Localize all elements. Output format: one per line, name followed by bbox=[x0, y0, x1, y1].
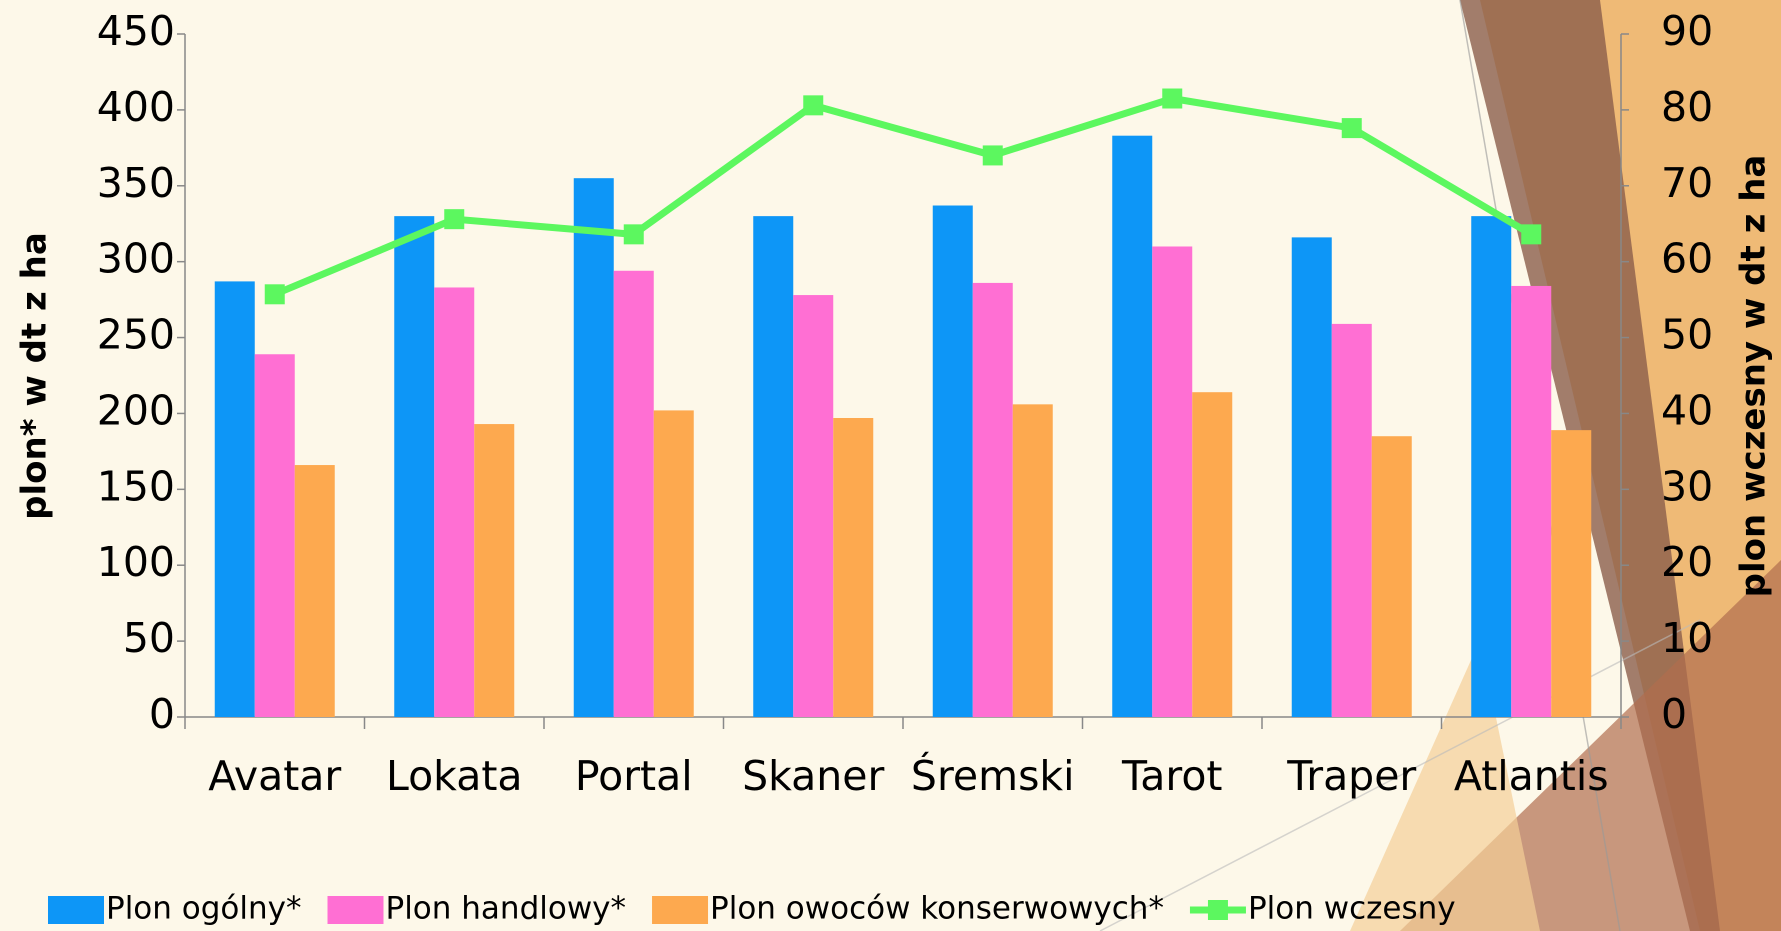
legend-swatch bbox=[327, 896, 384, 924]
y-tick-label: 0 bbox=[149, 690, 175, 738]
x-tick-label: Atlantis bbox=[1454, 752, 1609, 800]
line-marker bbox=[1341, 118, 1362, 139]
legend-label: Plon wczesny bbox=[1248, 891, 1456, 927]
bar bbox=[1192, 392, 1233, 717]
x-tick-label: Traper bbox=[1286, 752, 1416, 800]
bar bbox=[474, 424, 515, 717]
y-tick-label: 400 bbox=[97, 83, 175, 131]
bar bbox=[214, 281, 255, 717]
y-axis-title: plon* w dt z ha bbox=[15, 232, 55, 520]
line-marker bbox=[444, 209, 465, 230]
bar bbox=[573, 178, 614, 717]
bar bbox=[1551, 430, 1592, 717]
legend-label: Plon owoców konserwowych* bbox=[710, 891, 1164, 927]
line-marker bbox=[803, 95, 824, 116]
x-tick-label: Tarot bbox=[1121, 752, 1223, 800]
bar bbox=[1152, 246, 1193, 717]
line-marker bbox=[1162, 88, 1183, 109]
bar bbox=[753, 216, 794, 717]
y2-tick-label: 80 bbox=[1661, 83, 1713, 131]
y-tick-label: 200 bbox=[97, 386, 175, 434]
x-tick-label: Portal bbox=[575, 752, 693, 800]
x-tick-label: Avatar bbox=[208, 752, 341, 800]
bar bbox=[1112, 135, 1153, 718]
y2-tick-label: 30 bbox=[1661, 462, 1713, 510]
line-marker bbox=[982, 145, 1003, 166]
bar bbox=[394, 216, 435, 717]
y2-tick-label: 0 bbox=[1661, 690, 1687, 738]
x-tick-label: Skaner bbox=[742, 752, 884, 800]
y-tick-label: 450 bbox=[97, 7, 175, 55]
y2-axis-title: plon wczesny w dt z ha bbox=[1734, 155, 1774, 598]
legend-label: Plon ogólny* bbox=[106, 891, 302, 927]
bar bbox=[653, 410, 694, 717]
y2-tick-label: 70 bbox=[1661, 159, 1713, 207]
y-tick-label: 250 bbox=[97, 311, 175, 359]
bar bbox=[1471, 216, 1512, 717]
line-marker bbox=[623, 224, 644, 245]
line-marker bbox=[1521, 224, 1542, 245]
bar bbox=[1291, 237, 1332, 718]
bar bbox=[434, 287, 475, 717]
x-tick-label: Śremski bbox=[911, 752, 1075, 800]
bar bbox=[793, 295, 834, 717]
bar bbox=[1371, 436, 1412, 717]
bar bbox=[613, 270, 654, 717]
legend-swatch bbox=[1207, 900, 1228, 920]
y2-tick-label: 40 bbox=[1661, 386, 1713, 434]
y2-tick-label: 10 bbox=[1661, 614, 1713, 662]
legend-swatch bbox=[48, 896, 104, 924]
y-tick-label: 150 bbox=[97, 462, 175, 510]
y2-tick-label: 60 bbox=[1661, 235, 1713, 283]
bar bbox=[932, 205, 973, 717]
y-tick-label: 100 bbox=[97, 538, 175, 586]
bar bbox=[1012, 404, 1053, 717]
bar bbox=[972, 282, 1013, 717]
line bbox=[273, 94, 1534, 298]
y-tick-label: 350 bbox=[97, 159, 175, 207]
y2-tick-label: 20 bbox=[1661, 538, 1713, 586]
y-tick-label: 50 bbox=[123, 614, 175, 662]
bar bbox=[1331, 323, 1372, 717]
bar bbox=[254, 354, 295, 717]
legend-swatch bbox=[652, 896, 709, 924]
bar bbox=[294, 465, 335, 717]
y-tick-label: 300 bbox=[97, 235, 175, 283]
legend-label: Plon handlowy* bbox=[386, 891, 627, 927]
bar bbox=[833, 417, 874, 717]
bar bbox=[1511, 285, 1552, 717]
y2-tick-label: 90 bbox=[1661, 7, 1713, 55]
y2-tick-label: 50 bbox=[1661, 311, 1713, 359]
line-marker bbox=[264, 284, 285, 305]
x-tick-label: Lokata bbox=[386, 752, 523, 800]
